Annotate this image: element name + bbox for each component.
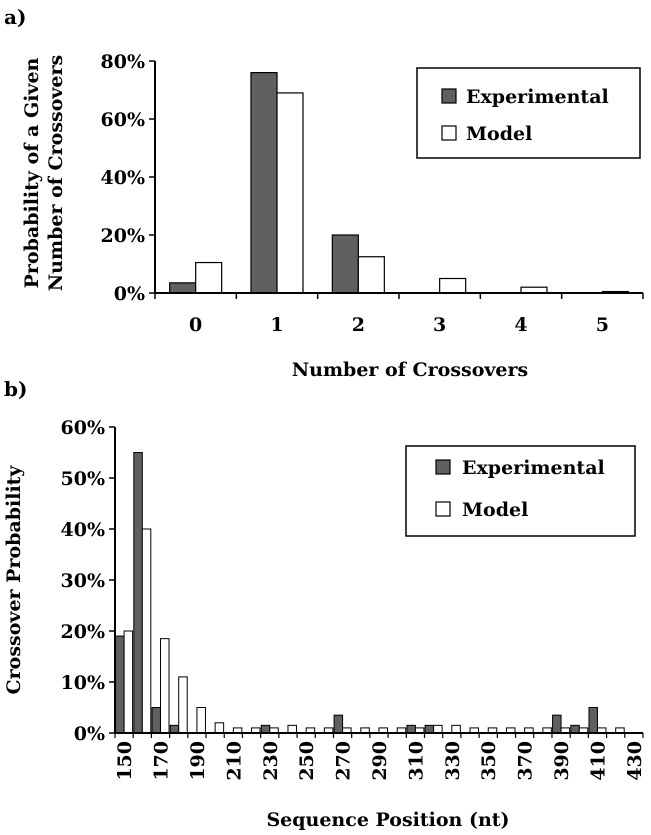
chart-a-y-tick-label: 60% (101, 109, 146, 131)
chart-a-bar-experimental-2 (331, 234, 359, 294)
chart-a-bar-model-0 (195, 261, 223, 294)
chart-b-x-tick-label: 210 (223, 741, 245, 781)
chart-b-bar-model-160 (141, 528, 152, 734)
chart-b-legend-experimental: Experimental (462, 457, 605, 479)
chart-b-bar-experimental-320 (424, 724, 435, 734)
chart-b-bar-model-180 (178, 676, 188, 734)
chart-b-x-tick-label: 150 (114, 741, 136, 781)
chart-a-ticks: 0% 20% 40% 60% 80% 0 1 2 3 4 5 (101, 51, 644, 336)
chart-a-y-tick-label: 0% (114, 283, 145, 305)
chart-b-bar-experimental-180 (169, 724, 180, 734)
chart-a-legend: Experimental Model (416, 67, 641, 159)
chart-b-bar-model-170 (160, 638, 170, 734)
chart-a-bar-model-2 (357, 256, 385, 294)
chart-a-x-tick-label: 0 (189, 314, 202, 336)
chart-b-bar-model-190 (196, 707, 206, 734)
chart-b-x-tick-label: 230 (260, 741, 282, 781)
chart-b-y-tick-label: 20% (61, 621, 106, 643)
chart-b-bar-experimental-410 (588, 707, 598, 734)
chart-b-legend-swatch-model (435, 501, 451, 517)
chart-b-x-tick-label: 270 (333, 741, 355, 781)
chart-a-bar-experimental-1 (250, 71, 278, 294)
chart-b-x-tick-label: 170 (151, 741, 173, 781)
chart-b-bar-experimental-170 (151, 707, 162, 734)
chart-a-x-tick-label: 4 (514, 314, 527, 336)
chart-b-bar-model-320 (433, 724, 443, 734)
chart-b-legend: Experimental Model (405, 445, 636, 537)
chart-b-x-tick-label: 430 (624, 741, 646, 781)
chart-b-y-tick-label: 50% (61, 468, 106, 490)
chart-a-legend-box (416, 67, 641, 159)
chart-b-ylabel: Crossover Probability (3, 465, 25, 695)
chart-a-x-tick-label: 5 (596, 314, 609, 336)
chart-a-x-tick-label: 3 (433, 314, 446, 336)
chart-a-x-tick-label: 1 (270, 314, 283, 336)
chart-a-y-tick-label: 40% (101, 167, 146, 189)
panel-b-label: b) (4, 377, 27, 401)
chart-a-xlabel: Number of Crossovers (292, 359, 528, 381)
chart-b-bar-model-200 (214, 722, 225, 734)
chart-b-x-tick-label: 330 (442, 741, 464, 781)
chart-a-y-tick-label: 20% (101, 225, 146, 247)
chart-a-bar-model-3 (439, 277, 467, 294)
chart-a-ylabel-line-1: Probability of a Given (21, 57, 43, 288)
chart-a-bar-experimental-0 (169, 282, 197, 294)
chart-b-y-tick-label: 30% (61, 570, 106, 592)
chart-b-x-tick-label: 350 (478, 741, 500, 781)
chart-a-legend-swatch-experimental (441, 88, 457, 104)
chart-a-y-tick-label: 80% (101, 51, 146, 73)
chart-b-x-tick-label: 250 (296, 741, 318, 781)
chart-b-x-tick-label: 310 (405, 741, 427, 781)
chart-b-bar-experimental-310 (406, 724, 416, 734)
chart-b-bar-model-240 (287, 724, 297, 734)
chart-b-bar-experimental-270 (333, 714, 344, 734)
chart-a-ylabel-line-2: Number of Crossovers (45, 55, 67, 291)
chart-b-y-tick-label: 40% (61, 519, 106, 541)
chart-a-legend-experimental: Experimental (466, 86, 609, 108)
chart-b-bar-experimental-230 (260, 724, 271, 734)
chart-b-y-tick-label: 10% (61, 672, 106, 694)
chart-b-bar-model-330 (451, 724, 461, 734)
chart-a-bar-model-1 (276, 92, 304, 294)
panel-a-label: a) (4, 5, 26, 29)
chart-b-legend-model: Model (462, 499, 528, 521)
chart-a: a) Probability of a Given Number of Cros… (4, 5, 644, 381)
chart-b: b) Crossover Probability Sequence Positi… (3, 377, 646, 831)
chart-b-xlabel: Sequence Position (nt) (266, 809, 509, 831)
chart-b-bar-experimental-160 (133, 452, 143, 734)
chart-b-bar-experimental-150 (115, 635, 125, 734)
chart-b-legend-swatch-experimental (435, 459, 451, 475)
chart-b-bar-experimental-390 (552, 714, 562, 734)
chart-b-y-tick-label: 0% (74, 723, 105, 745)
chart-b-ticks: 0% 10% 20% 30% 40% 50% 60% 150 170 190 210 230 250 27… (61, 417, 646, 781)
chart-b-x-tick-label: 190 (187, 741, 209, 781)
chart-b-x-tick-label: 390 (551, 741, 573, 781)
chart-a-legend-swatch-model (441, 125, 457, 141)
chart-a-x-tick-label: 2 (352, 314, 365, 336)
chart-b-x-tick-label: 410 (587, 741, 609, 781)
chart-b-x-tick-label: 370 (515, 741, 537, 781)
chart-b-x-tick-label: 290 (369, 741, 391, 781)
chart-a-bars (169, 71, 629, 294)
chart-b-y-tick-label: 60% (61, 417, 106, 439)
chart-b-bar-model-150 (123, 630, 134, 734)
chart-b-bar-experimental-400 (570, 724, 580, 734)
chart-a-legend-model: Model (466, 123, 532, 145)
